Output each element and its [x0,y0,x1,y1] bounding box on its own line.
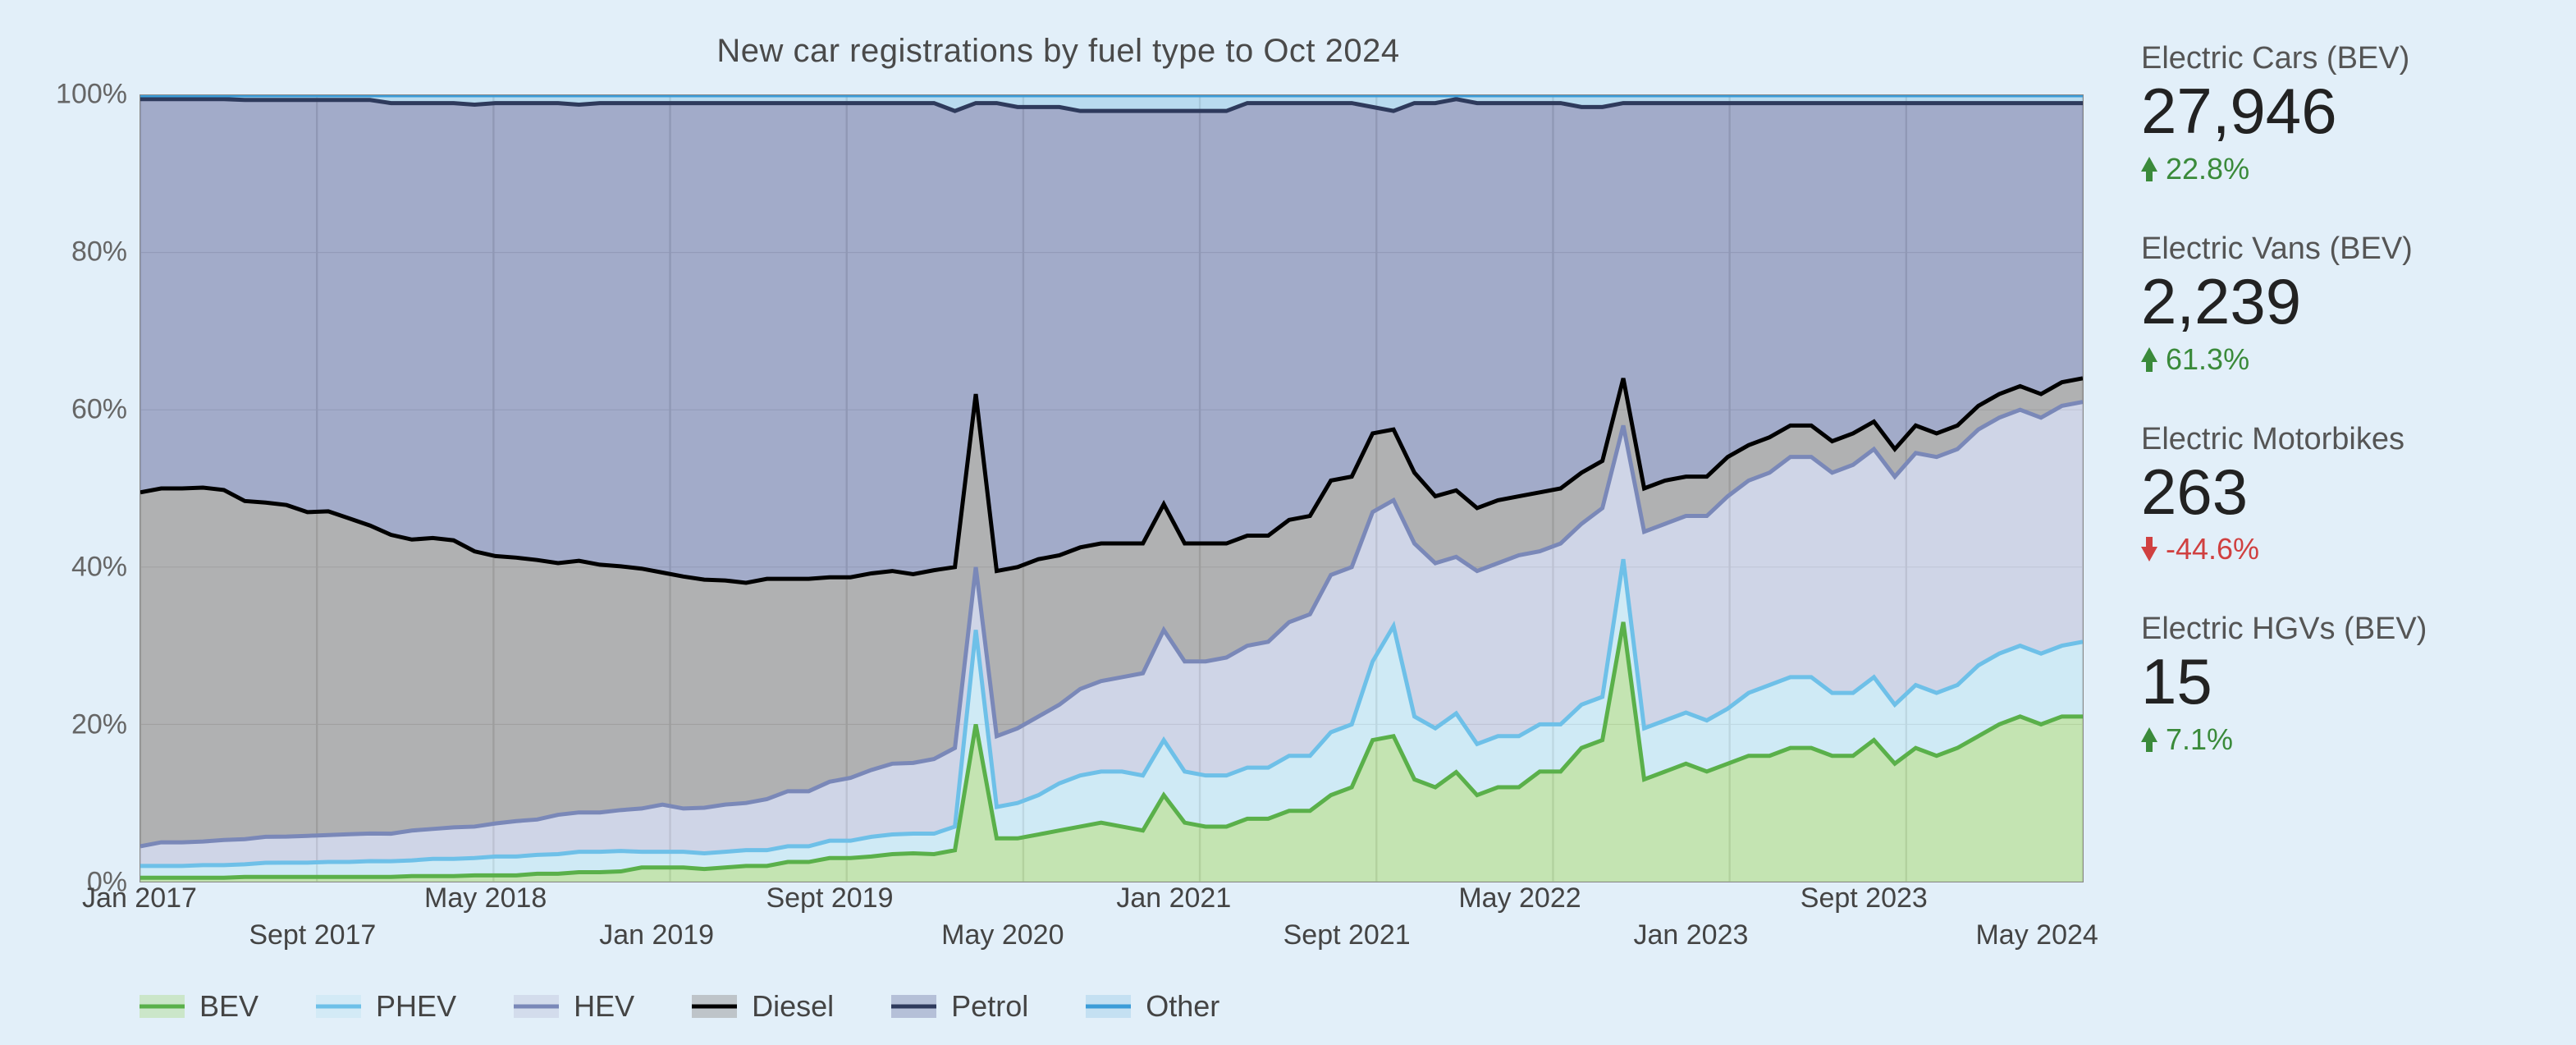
x-tick: Sept 2021 [1283,919,1411,951]
legend-swatch [140,995,185,1018]
legend-swatch [891,995,936,1018]
legend-label: BEV [199,989,259,1024]
legend-label: Other [1146,989,1219,1024]
stat-label: Electric Motorbikes [2141,422,2551,457]
x-tick: Jan 2023 [1634,919,1749,951]
legend-swatch [514,995,559,1018]
x-tick: May 2022 [1458,882,1581,914]
legend-label: Diesel [752,989,834,1024]
arrow-up-icon [2141,347,2157,372]
stat-value: 2,239 [2141,267,2551,337]
chart-title: New car registrations by fuel type to Oc… [33,33,2084,70]
stat-label: Electric Vans (BEV) [2141,231,2551,267]
x-tick: May 2020 [941,919,1064,951]
stat-delta: 61.3% [2141,342,2551,377]
legend-item-PHEV[interactable]: PHEV [316,989,456,1024]
stat-label: Electric Cars (BEV) [2141,41,2551,76]
legend-item-BEV[interactable]: BEV [140,989,259,1024]
legend-label: PHEV [376,989,456,1024]
x-tick: Jan 2019 [599,919,714,951]
y-tick: 40% [71,552,127,584]
plot-area [140,94,2084,882]
stat-delta-text: 22.8% [2166,152,2249,186]
stat-delta-text: 7.1% [2166,722,2233,757]
stat-delta-text: 61.3% [2166,342,2249,377]
stat-delta: 22.8% [2141,152,2551,186]
legend-item-Other[interactable]: Other [1086,989,1219,1024]
plot-wrap: 0%20%40%60%80%100% [33,94,2084,882]
legend-label: HEV [574,989,634,1024]
x-axis: Jan 2017May 2018Sept 2019Jan 2021May 202… [140,882,2084,981]
legend-item-Petrol[interactable]: Petrol [891,989,1028,1024]
legend: BEV PHEV HEV Diesel Petrol Other [140,989,2084,1024]
stat-delta-text: -44.6% [2166,532,2259,566]
x-tick: Jan 2021 [1116,882,1231,914]
x-tick: Sept 2017 [249,919,376,951]
y-tick: 100% [56,79,127,111]
stats-panel: Electric Cars (BEV)27,946 22.8% Electric V… [2116,0,2576,1045]
stat-value: 263 [2141,457,2551,528]
stat-card: Electric Cars (BEV)27,946 22.8% [2141,41,2551,186]
stat-label: Electric HGVs (BEV) [2141,612,2551,647]
legend-swatch [316,995,361,1018]
stat-value: 27,946 [2141,76,2551,147]
y-tick: 20% [71,709,127,741]
x-tick: May 2024 [1975,919,2098,951]
y-tick: 60% [71,394,127,426]
stat-delta: 7.1% [2141,722,2551,757]
stat-card: Electric Motorbikes263 -44.6% [2141,422,2551,567]
chart-panel: New car registrations by fuel type to Oc… [0,0,2116,1045]
stat-value: 15 [2141,647,2551,717]
plot-svg [140,95,2083,882]
legend-label: Petrol [951,989,1028,1024]
arrow-down-icon [2141,537,2157,561]
legend-item-Diesel[interactable]: Diesel [692,989,834,1024]
x-tick: Sept 2023 [1800,882,1928,914]
stat-card: Electric Vans (BEV)2,239 61.3% [2141,231,2551,377]
x-tick: Jan 2017 [82,882,197,914]
x-tick: Sept 2019 [766,882,893,914]
arrow-up-icon [2141,727,2157,752]
y-tick: 80% [71,236,127,268]
y-axis: 0%20%40%60%80%100% [33,94,140,882]
x-tick: May 2018 [424,882,547,914]
stat-card: Electric HGVs (BEV)15 7.1% [2141,612,2551,757]
legend-swatch [1086,995,1131,1018]
legend-item-HEV[interactable]: HEV [514,989,634,1024]
arrow-up-icon [2141,157,2157,181]
stat-delta: -44.6% [2141,532,2551,566]
legend-swatch [692,995,737,1018]
